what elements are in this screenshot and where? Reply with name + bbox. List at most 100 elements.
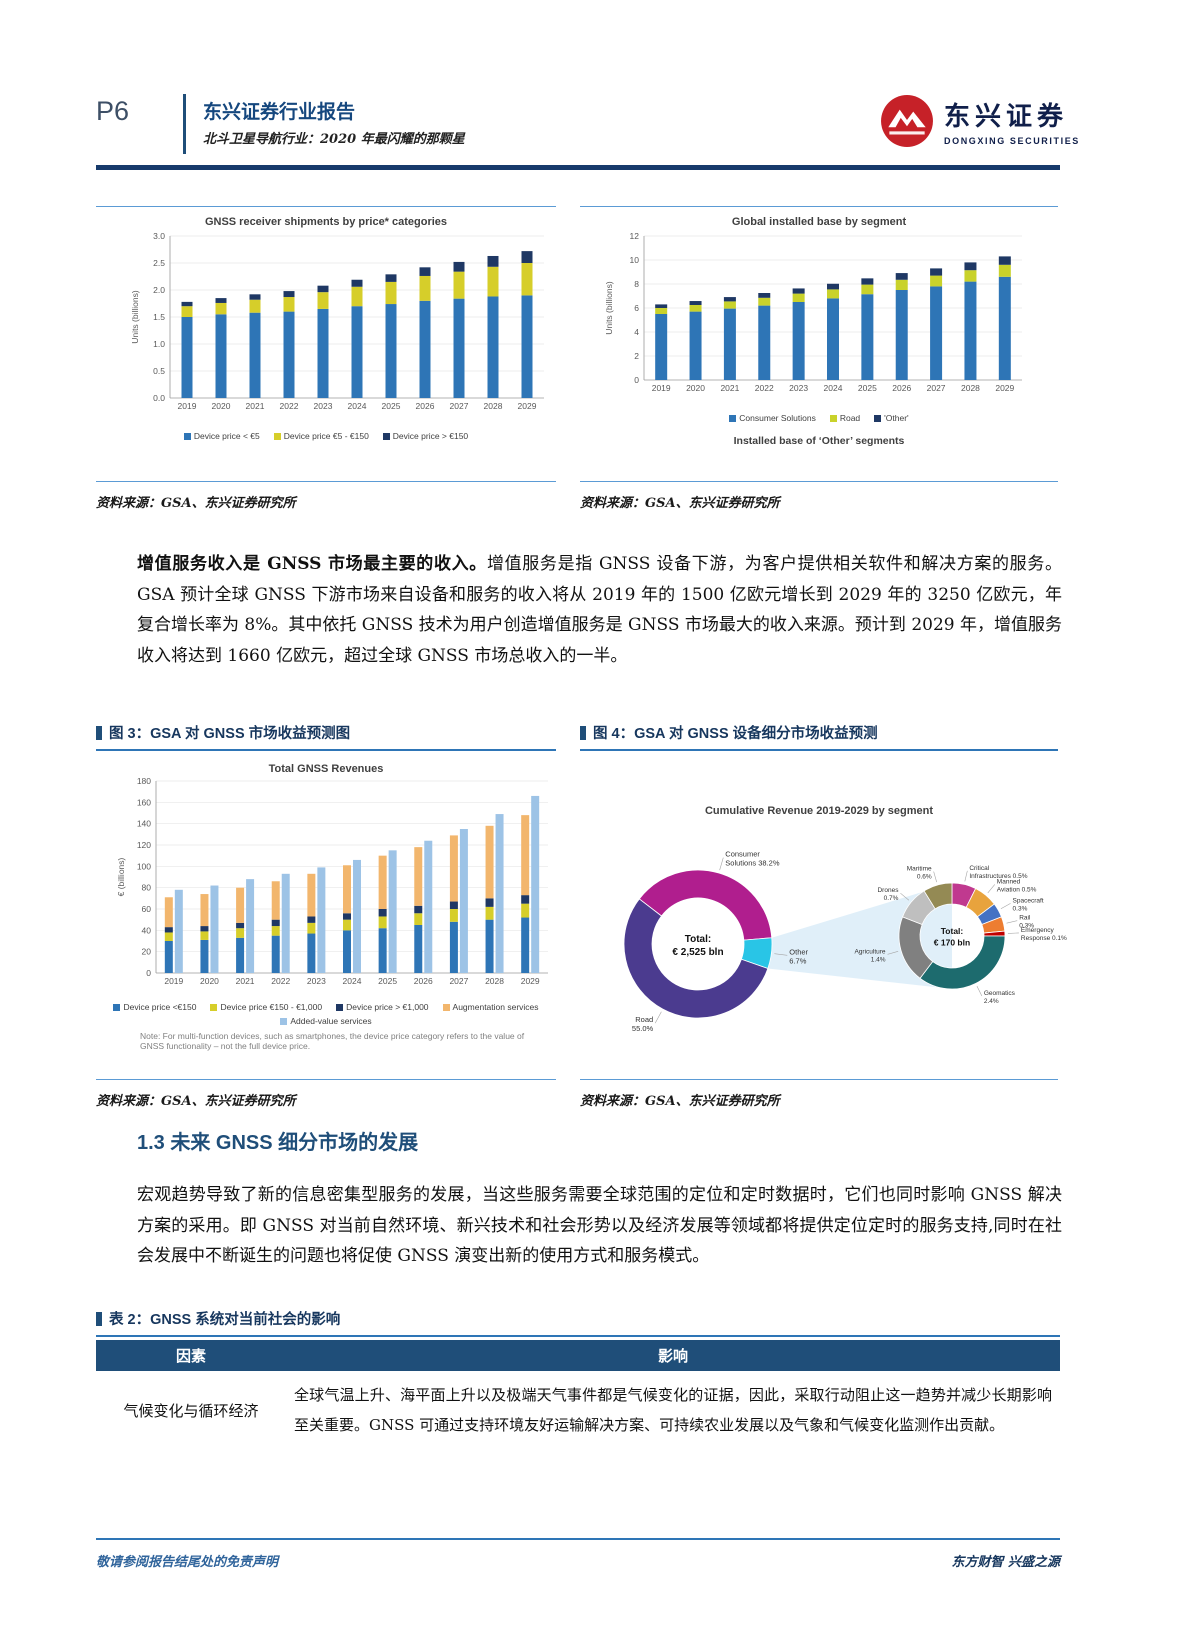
- legend-swatch: [336, 1003, 344, 1011]
- svg-text:2025: 2025: [858, 383, 877, 393]
- donut-label: Spacecraft 0.3%: [1013, 897, 1044, 912]
- source-note: 资料来源：GSA、东兴证券研究所: [96, 496, 296, 511]
- donut-label: Critical Infrastructures 0.5%: [969, 865, 1027, 880]
- svg-text:2019: 2019: [178, 401, 197, 411]
- svg-text:2026: 2026: [416, 401, 435, 411]
- body-paragraph: 增值服务收入是 GNSS 市场最主要的收入。增值服务是指 GNSS 设备下游，为…: [137, 549, 1062, 671]
- svg-text:2029: 2029: [995, 383, 1014, 393]
- svg-text:140: 140: [137, 819, 151, 829]
- legend-item: Added-value services: [280, 1016, 372, 1026]
- chart-legend: Device price < €5 Device price €5 - €150 D…: [183, 431, 468, 441]
- svg-text:180: 180: [137, 776, 151, 786]
- svg-text:2021: 2021: [720, 383, 739, 393]
- receiver-shipments-bar-chart: 0.0 0.5 1.0 1.5 2.0 2.5 3.0 Units (billions) 201…: [130, 231, 544, 411]
- svg-text:2026: 2026: [414, 976, 433, 986]
- svg-text:2024: 2024: [343, 976, 362, 986]
- svg-text:0: 0: [146, 968, 151, 978]
- svg-text:6: 6: [634, 303, 639, 313]
- svg-text:2019: 2019: [164, 976, 183, 986]
- svg-text:2023: 2023: [789, 383, 808, 393]
- chart-title: GNSS receiver shipments by price* catego…: [204, 216, 448, 228]
- source-note: 资料来源：GSA、东兴证券研究所: [580, 1094, 780, 1109]
- svg-text:Total:: Total:: [941, 926, 964, 936]
- total-revenues-bar-chart: 0 20 40 60 80 100 120 140 160 180 € (billions) 2019…: [116, 776, 548, 986]
- svg-text:2025: 2025: [382, 401, 401, 411]
- svg-text:2029: 2029: [518, 401, 537, 411]
- svg-text:Cumulative Revenue 2019-2029 b: Cumulative Revenue 2019-2029 by segment: [705, 805, 933, 817]
- paragraph-text: 增值服务是指 GNSS 设备下游，为客户提供相关软件和解决方案的服务。GSA 预…: [137, 554, 1062, 666]
- svg-text:2022: 2022: [755, 383, 774, 393]
- svg-text:2028: 2028: [485, 976, 504, 986]
- svg-text:2027: 2027: [450, 401, 469, 411]
- svg-text:80: 80: [142, 883, 152, 893]
- svg-text:2026: 2026: [892, 383, 911, 393]
- paragraph-lead: 增值服务收入是 GNSS 市场最主要的收入。: [137, 554, 487, 574]
- donut-label: Road 55.0%: [632, 1015, 654, 1033]
- svg-text:2020: 2020: [212, 401, 231, 411]
- chart-title: Total GNSS Revenues: [268, 763, 384, 775]
- svg-text:20: 20: [142, 947, 152, 957]
- svg-text:2023: 2023: [314, 401, 333, 411]
- legend-swatch: [382, 432, 390, 440]
- svg-text:2028: 2028: [484, 401, 503, 411]
- legend-item: Device price <€150: [113, 1002, 196, 1012]
- donut-label: Consumer Solutions 38.2%: [725, 850, 780, 868]
- body-paragraph: 宏观趋势导致了新的信息密集型服务的发展，当这些服务需要全球范围的定位和定时数据时…: [137, 1185, 1062, 1266]
- svg-text:8: 8: [634, 279, 639, 289]
- svg-text:2024: 2024: [824, 383, 843, 393]
- header-rule: [96, 165, 1060, 170]
- chart-installed-base: Global installed base by segment 0 2 4 6 8 10…: [580, 206, 1058, 482]
- svg-text:€ 170 bln: € 170 bln: [934, 938, 970, 948]
- footer-slogan: 东方财智 兴盛之源: [951, 1555, 1060, 1570]
- donut-label: Other 6.7%: [789, 947, 808, 965]
- donut-slice: [923, 882, 953, 910]
- title-marker: [96, 725, 102, 740]
- svg-text:1.0: 1.0: [153, 339, 165, 349]
- donut-label: Emergency Response 0.1%: [1021, 927, 1067, 942]
- svg-text:2019: 2019: [652, 383, 671, 393]
- title-marker: [580, 725, 586, 740]
- report-subtitle: 北斗卫星导航行业：2020 年最闪耀的那颗星: [203, 132, 465, 147]
- legend-swatch: [210, 1003, 218, 1011]
- svg-text:2027: 2027: [449, 976, 468, 986]
- legend-item: Road: [829, 413, 860, 423]
- table-cell-impact: 全球气温上升、海平面上升以及极端天气事件都是气候变化的证据，因此，采取行动阻止这…: [294, 1386, 1052, 1434]
- svg-text:1.5: 1.5: [153, 312, 165, 322]
- svg-text:12: 12: [630, 231, 640, 241]
- legend-swatch: [280, 1017, 288, 1025]
- chart-legend: Consumer Solutions Road 'Other': [729, 413, 909, 423]
- svg-text:4: 4: [634, 327, 639, 337]
- table-row: 气候变化与循环经济 全球气温上升、海平面上升以及极端天气事件都是气候变化的证据，…: [96, 1371, 1060, 1449]
- svg-text:2020: 2020: [686, 383, 705, 393]
- impact-table: 因素 影响 气候变化与循环经济 全球气温上升、海平面上升以及极端天气事件都是气候…: [96, 1340, 1060, 1449]
- legend-swatch: [874, 414, 882, 422]
- svg-text:10: 10: [630, 255, 640, 265]
- svg-text:160: 160: [137, 797, 151, 807]
- donut-label: Manned Aviation 0.5%: [997, 878, 1037, 893]
- table-header-factor: 因素: [175, 1348, 206, 1365]
- table-header-impact: 影响: [657, 1348, 688, 1365]
- svg-text:2025: 2025: [378, 976, 397, 986]
- section-heading: 1.3 未来 GNSS 细分市场的发展: [137, 1132, 419, 1154]
- chart-subcaption: Installed base of ‘Other’ segments: [733, 435, 905, 447]
- chart-receiver-shipments: GNSS receiver shipments by price* catego…: [96, 206, 556, 482]
- legend-item: Device price €150 - €1,000: [210, 1002, 322, 1012]
- donut-label: Maritime 0.6%: [907, 866, 932, 881]
- figure3-title-text: 图 3：GSA 对 GNSS 市场收益预测图: [109, 726, 351, 742]
- cumulative-revenue-donut-chart: Cumulative Revenue 2019-2029 by segment C…: [623, 805, 1067, 1033]
- footer-disclaimer: 敬请参阅报告结尾处的免责声明: [96, 1555, 279, 1570]
- svg-text:2023: 2023: [307, 976, 326, 986]
- svg-text:2021: 2021: [246, 401, 265, 411]
- svg-text:Units (billions): Units (billions): [130, 290, 140, 344]
- svg-text:60: 60: [142, 904, 152, 914]
- legend-item: Device price > €150: [382, 431, 468, 441]
- legend-swatch: [729, 414, 737, 422]
- donut-slice: [623, 898, 769, 1019]
- figure4-title-text: 图 4：GSA 对 GNSS 设备细分市场收益预测: [593, 726, 878, 742]
- legend-item: Augmentation services: [442, 1002, 539, 1012]
- chart-cumulative-revenue: Cumulative Revenue 2019-2029 by segment C…: [580, 754, 1067, 1080]
- dongxing-logo-icon: [881, 95, 933, 147]
- logo-name: 东兴证券: [944, 101, 1069, 131]
- svg-text:2024: 2024: [348, 401, 367, 411]
